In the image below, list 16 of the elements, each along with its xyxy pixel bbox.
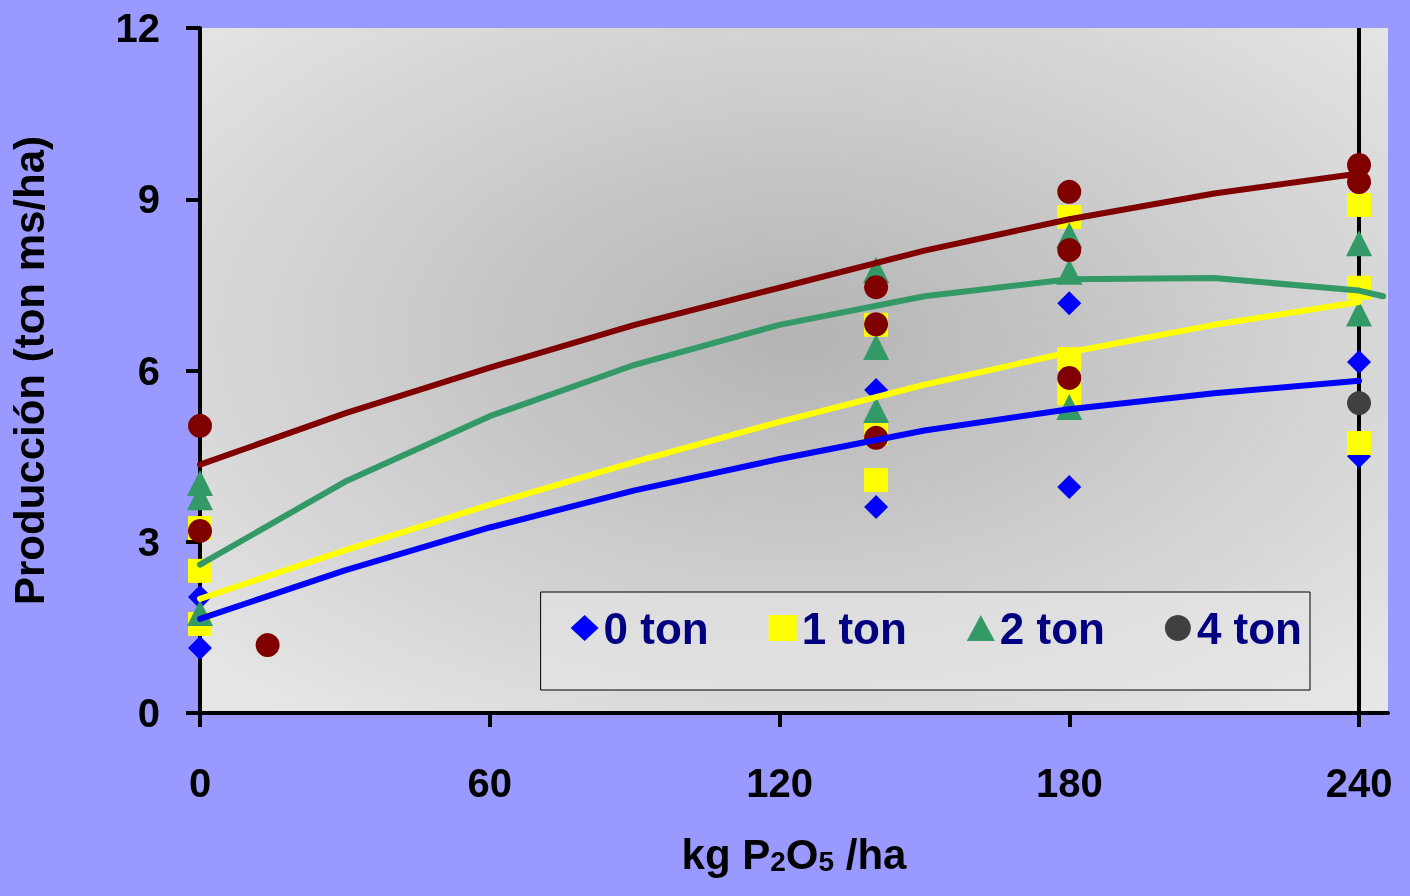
legend-label: 0 ton: [603, 603, 709, 653]
legend-label: 1 ton: [801, 603, 907, 653]
x-tick-label: 240: [1325, 761, 1393, 805]
x-tick-label: 60: [467, 761, 513, 805]
y-tick-label: 9: [137, 177, 160, 222]
legend-label: 4 ton: [1196, 603, 1303, 653]
y-tick-label: 6: [137, 348, 160, 393]
y-tick-label: 3: [137, 519, 160, 564]
x-axis-title: kg P2O5 /ha: [681, 830, 908, 878]
legend-label: 2 ton: [999, 603, 1105, 653]
y-axis-title: Producción (ton ms/ha): [5, 135, 53, 606]
x-tick-label: 120: [746, 761, 813, 805]
x-tick-label: 180: [1035, 761, 1103, 805]
y-tick-label: 12: [115, 6, 160, 50]
y-tick-label: 0: [137, 691, 160, 735]
x-tick-label: 0: [188, 761, 212, 805]
